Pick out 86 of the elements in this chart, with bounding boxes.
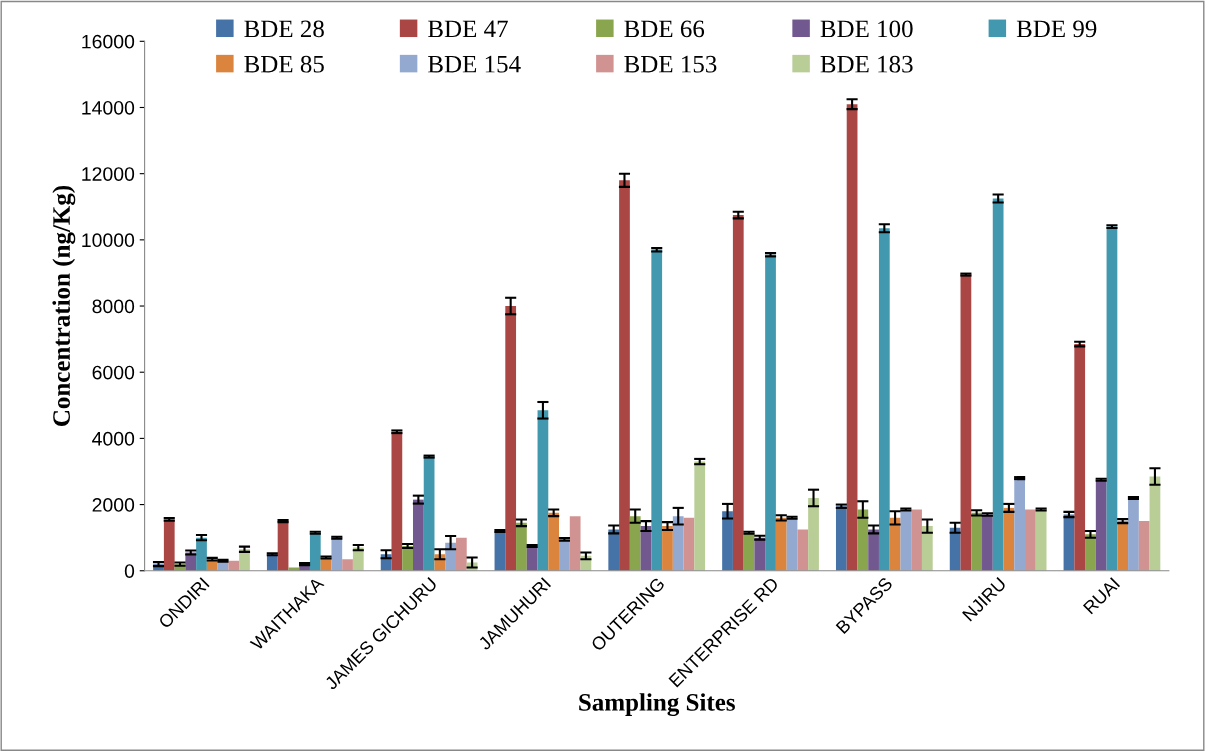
bar [163, 519, 175, 571]
bar [1025, 509, 1036, 571]
bar [911, 509, 922, 571]
bar [949, 527, 961, 571]
y-axis-title: Concentration (ng/Kg) [52, 185, 76, 426]
bar [629, 516, 641, 571]
bar [1095, 479, 1107, 571]
bar [277, 521, 289, 571]
bar [1106, 226, 1118, 571]
y-tick-label: 14000 [82, 100, 135, 115]
y-tick-label: 2000 [92, 498, 135, 512]
bar [1085, 534, 1096, 571]
bar [797, 529, 809, 571]
bar [559, 539, 570, 571]
bar [548, 512, 560, 571]
bar [526, 545, 538, 571]
bar [786, 517, 798, 571]
bar [228, 560, 240, 571]
bar [878, 228, 890, 571]
bar [971, 512, 983, 571]
bar [516, 522, 527, 571]
bar [1035, 509, 1047, 571]
x-axis-title: Sampling Sites [579, 693, 735, 717]
bar [1149, 476, 1161, 571]
bar [765, 254, 776, 571]
legend-label: BDE 85 [244, 55, 324, 73]
legend-label: BDE 99 [1016, 20, 1097, 38]
bar [754, 537, 766, 571]
y-tick-label: 10000 [82, 233, 135, 248]
y-tick-label: 8000 [92, 299, 135, 314]
bar [857, 509, 869, 571]
bar [683, 517, 695, 571]
bar [342, 559, 353, 571]
bar [569, 516, 581, 571]
bar [732, 215, 744, 571]
legend-label: BDE 154 [428, 55, 521, 73]
legend-label: BDE 47 [428, 20, 508, 38]
bar [1003, 507, 1015, 571]
bar [694, 461, 706, 571]
bar [808, 497, 819, 571]
bar [1014, 478, 1026, 571]
bar [640, 526, 652, 571]
bar [455, 537, 467, 571]
bar [288, 567, 300, 571]
bar [1128, 497, 1139, 571]
bar [921, 526, 933, 571]
bar [960, 274, 972, 571]
bar [494, 531, 506, 571]
bar [651, 249, 663, 571]
bar [196, 537, 207, 571]
legend-label: BDE 183 [820, 55, 913, 73]
bar [505, 306, 517, 571]
bar [537, 410, 549, 571]
bar [331, 537, 343, 571]
y-tick-label: 4000 [92, 431, 135, 446]
bar [992, 198, 1004, 571]
bar [722, 511, 733, 571]
bar [1063, 514, 1075, 571]
bar [402, 545, 413, 571]
bar [608, 529, 620, 571]
y-tick-label: 12000 [82, 167, 135, 181]
bar [835, 506, 847, 571]
bar [889, 517, 901, 571]
bar [619, 180, 630, 571]
bar [982, 514, 993, 571]
bar [1117, 521, 1129, 571]
bar [900, 509, 912, 571]
y-tick-label: 6000 [92, 365, 135, 380]
bar [662, 526, 673, 571]
bar [1074, 344, 1086, 571]
y-tick-label: 16000 [82, 34, 135, 49]
legend-label: BDE 28 [244, 20, 324, 38]
bar [423, 456, 435, 571]
legend-label: BDE 153 [624, 55, 717, 73]
bar [846, 104, 858, 571]
bar [743, 532, 755, 571]
bar [775, 517, 787, 571]
bar [1138, 521, 1150, 571]
bar [391, 431, 403, 571]
bar [672, 516, 684, 571]
legend-label: BDE 66 [624, 20, 705, 38]
bar [309, 532, 321, 571]
bar [412, 499, 424, 571]
bar [868, 529, 879, 571]
legend-label: BDE 100 [820, 20, 913, 38]
y-tick-label: 0 [124, 564, 135, 578]
